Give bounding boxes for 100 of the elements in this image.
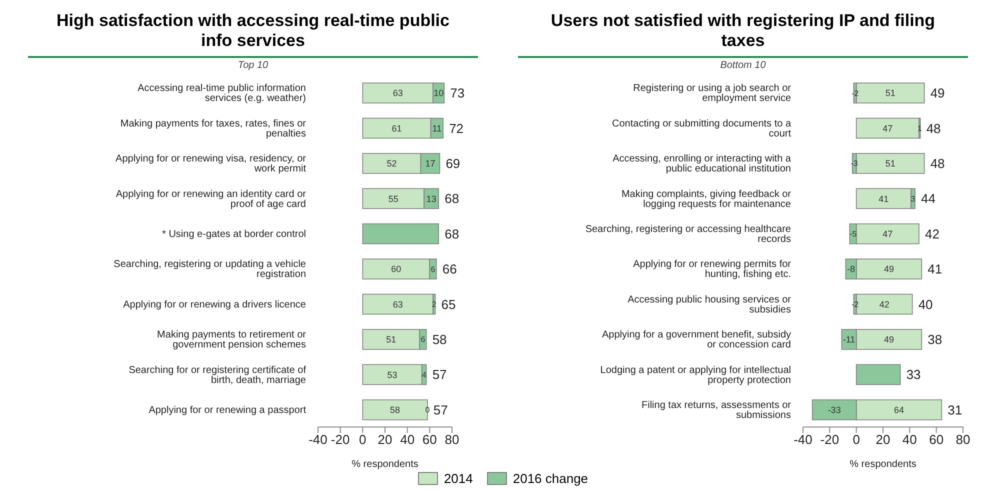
bar (856, 153, 925, 174)
y-tick-label: Applying for or renewing an identity card or proof of age card (116, 188, 307, 210)
data-label: 47 (882, 123, 893, 134)
bar (362, 399, 428, 420)
data-label: 3 (910, 194, 916, 204)
bar (856, 188, 912, 209)
legend-label: 2016 change (512, 471, 588, 486)
x-tick-label: 40 (902, 432, 917, 448)
total-label: 65 (441, 296, 456, 312)
x-tick-label: 20 (876, 432, 890, 448)
total-label: 31 (948, 402, 962, 418)
total-label: 44 (921, 191, 936, 206)
data-label: 6 (420, 335, 426, 344)
total-label: 73 (450, 86, 465, 101)
x-tick-label: 0 (359, 432, 366, 448)
chart-subtitle: Bottom 10 (719, 60, 767, 71)
data-label: 55 (388, 194, 398, 204)
chart-title: Users not satisfied with registering IP and filing taxes (550, 10, 936, 52)
x-axis-title: % respondents (352, 459, 418, 470)
data-label: 49 (884, 264, 894, 274)
chart-title: High satisfaction with accessing real-time public info services (56, 10, 450, 52)
data-label: 61 (392, 123, 402, 134)
total-label: 40 (918, 296, 933, 312)
data-label: 60 (391, 264, 402, 274)
y-tick-label: Applying for or renewing permits for hunting, fishing etc. (633, 259, 792, 280)
total-label: 58 (432, 332, 447, 347)
data-label: 4 (422, 370, 427, 380)
y-tick-label: Applying for or renewing a drivers licence (123, 299, 306, 310)
total-label: 69 (446, 156, 460, 171)
y-tick-label: Accessing public housing services or subsidies (628, 294, 792, 316)
x-tick-label: -40 (308, 432, 328, 448)
total-label: 42 (925, 226, 940, 242)
x-tick-label: 80 (956, 432, 970, 448)
total-label: 57 (433, 402, 448, 418)
y-tick-label: Accessing, enrolling or interacting with a public educational institution (612, 154, 792, 175)
y-tick-label: Applying for a government benefit, subsidy or concession card (602, 330, 791, 351)
y-tick-label: Lodging a patent or applying for intellectual property protection (600, 364, 791, 386)
data-label: 42 (879, 299, 890, 310)
y-tick-label: Accessing real-time public information services (e.g. weather) (138, 83, 306, 104)
data-label: 51 (885, 158, 896, 169)
y-tick-label: Making payments to retirement or government pension schemes (157, 330, 307, 351)
bar (856, 118, 920, 139)
data-label: 13 (426, 194, 436, 204)
data-label: 41 (878, 194, 889, 204)
data-label: -11 (842, 334, 856, 345)
y-tick-label: Applying for or renewing a passport (148, 404, 306, 416)
data-label: 47 (882, 228, 893, 239)
x-tick-label: -20 (330, 432, 350, 448)
x-tick-label: -40 (794, 432, 812, 448)
x-tick-label: 20 (378, 432, 392, 448)
total-label: 57 (432, 367, 447, 382)
bar (362, 223, 439, 244)
y-tick-label: Making payments for taxes, rates, fines or penalties (120, 118, 307, 140)
y-tick-label: Registering or using a job search or employment service (633, 83, 792, 104)
data-label: 58 (390, 404, 400, 415)
total-label: 33 (906, 367, 921, 382)
total-label: 38 (928, 332, 942, 347)
y-tick-label: Filing tax returns, assessments or submissions (642, 400, 792, 421)
total-label: 48 (930, 156, 945, 171)
x-tick-label: 60 (422, 432, 437, 448)
y-tick-label: Making complaints, giving feedback or logging requests for maintenance (621, 188, 792, 210)
y-tick-label: Applying for or renewing visa, residency, or work permit (116, 154, 307, 175)
y-tick-label: Searching, registering or accessing healthcare records (585, 224, 792, 245)
total-label: 68 (444, 226, 460, 242)
total-label: 68 (444, 191, 460, 206)
total-label: 48 (926, 120, 941, 136)
data-label: 53 (387, 370, 398, 380)
data-label: 6 (430, 264, 436, 274)
total-label: 66 (442, 262, 457, 277)
data-label: 49 (884, 334, 894, 345)
data-label: 10 (434, 88, 444, 98)
x-axis-title: % respondents (850, 459, 916, 470)
data-label: 63 (392, 88, 403, 98)
y-tick-label: Contacting or submitting documents to a court (612, 118, 792, 140)
data-label: -33 (828, 404, 841, 415)
data-label: -8 (846, 264, 856, 274)
x-tick-label: 40 (400, 432, 415, 448)
x-tick-label: -20 (820, 432, 840, 448)
x-tick-label: 80 (444, 432, 460, 448)
data-label: 52 (386, 158, 397, 169)
total-label: 72 (449, 120, 464, 136)
data-label: 64 (894, 404, 904, 415)
chart-subtitle: Top 10 (236, 60, 270, 71)
legend-label: 2014 (442, 471, 473, 486)
bar (856, 364, 901, 385)
data-label: -5 (849, 230, 858, 239)
bar (362, 294, 434, 315)
data-label: 63 (392, 299, 403, 310)
x-tick-label: 60 (929, 432, 944, 448)
total-label: 49 (930, 86, 945, 101)
data-label: 51 (885, 88, 896, 98)
data-label: 51 (386, 334, 396, 345)
y-tick-label: Searching for or registering certificate of birth, death, marriage (128, 364, 306, 386)
y-tick-label: * Using e-gates at border control (162, 228, 306, 240)
y-tick-label: Searching, registering or updating a vehicle registration (114, 259, 306, 280)
data-label: 0 (425, 406, 430, 415)
data-label: 17 (425, 158, 436, 169)
bar (362, 364, 422, 385)
data-label: 11 (432, 123, 442, 134)
total-label: 41 (928, 262, 942, 277)
